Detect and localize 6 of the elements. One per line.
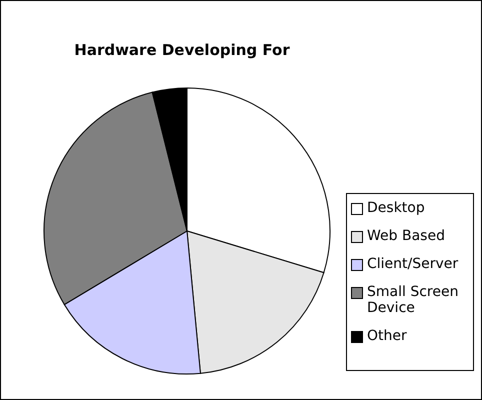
legend-label: Web Based xyxy=(367,228,445,244)
legend-label: Other xyxy=(367,328,407,344)
legend-label: Desktop xyxy=(367,200,425,216)
legend-label: Small Screen Device xyxy=(367,284,460,316)
chart-title: Hardware Developing For xyxy=(73,41,291,59)
legend-label: Client/Server xyxy=(367,256,458,272)
